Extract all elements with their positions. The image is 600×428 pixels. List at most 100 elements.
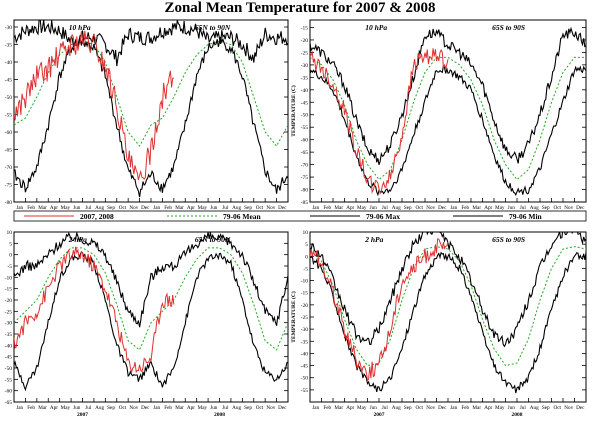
- chart-panel-3: -65-60-55-50-45-40-35-30-25-20-15-10-505…: [0, 230, 289, 418]
- x-tick-label: May: [495, 205, 505, 211]
- y-tick-label: -50: [5, 366, 13, 372]
- legend-label: 2007, 2008: [80, 212, 114, 221]
- chart-panel-2: -85 -80 -75 -70 -65 -60 -55 -50 -45 -40 -35 -30 -25 -…: [290, 19, 587, 218]
- x-tick-label: Feb: [461, 205, 469, 211]
- y-tick-label: -15: [5, 287, 13, 293]
- legend-label: 79-06 Min: [509, 212, 543, 221]
- y-tick-label: -40: [301, 351, 309, 357]
- legend-label: 79-06 Max: [366, 212, 400, 221]
- series-line-79-06-max: [310, 232, 586, 348]
- x-tick-label: Nov: [564, 205, 573, 211]
- x-tick-label: Jan: [450, 205, 457, 211]
- y-tick-label: -45: [301, 100, 309, 106]
- x-tick-label: May: [357, 405, 367, 411]
- y-tick-label: -65: [5, 148, 13, 154]
- x-tick-label: Apr: [50, 205, 58, 211]
- x-tick-label: Apr: [346, 405, 354, 411]
- figure-title: Zonal Mean Temperature for 2007 & 2008: [164, 0, 435, 16]
- y-tick-label: -30: [5, 25, 13, 31]
- x-tick-label: Jul: [520, 205, 527, 211]
- x-tick-label: Apr: [484, 205, 492, 211]
- x-tick-label: Oct: [119, 405, 127, 411]
- x-tick-label: Mar: [472, 205, 481, 211]
- year-label: 2007: [77, 412, 88, 418]
- series-line-79-06-max: [14, 20, 288, 67]
- series-line-79-06-mean: [310, 56, 586, 181]
- year-label: 2008: [512, 412, 523, 418]
- x-tick-label: Aug: [530, 405, 539, 411]
- y-axis-label: TEMPERATURE (C): [290, 85, 297, 137]
- y-tick-label: -60: [5, 389, 13, 395]
- x-tick-label: Feb: [323, 205, 331, 211]
- x-tick-label: May: [198, 405, 208, 411]
- x-tick-label: Oct: [416, 205, 424, 211]
- x-tick-label: Jun: [370, 405, 378, 411]
- x-tick-label: Dec: [278, 205, 287, 211]
- x-tick-label: Sep: [542, 405, 550, 411]
- y-tick-label: 0: [9, 253, 12, 259]
- x-tick-label: Aug: [232, 205, 241, 211]
- x-tick-label: Sep: [107, 405, 115, 411]
- x-tick-label: Jul: [382, 205, 389, 211]
- x-tick-label: Oct: [554, 205, 562, 211]
- x-tick-label: Jul: [85, 205, 92, 211]
- legend-box: [13, 210, 587, 222]
- x-tick-label: Mar: [334, 205, 343, 211]
- x-tick-label: Apr: [187, 405, 195, 411]
- x-tick-label: Jan: [153, 205, 160, 211]
- series-line-79-06-mean: [310, 246, 586, 367]
- x-tick-label: Jun: [73, 405, 81, 411]
- series-line-79-06-min: [310, 251, 586, 394]
- series-line-2007-2008: [310, 48, 449, 195]
- y-tick-label: -60: [301, 138, 309, 144]
- y-axis-label: TEMPERATURE (C): [290, 291, 297, 343]
- y-tick-label: -40: [5, 343, 13, 349]
- x-tick-label: Aug: [392, 205, 401, 211]
- y-tick-label: -45: [5, 78, 13, 84]
- y-tick-label: -45: [5, 355, 13, 361]
- y-tick-label: 0: [305, 254, 308, 260]
- x-tick-label: Dec: [278, 405, 287, 411]
- x-tick-label: Mar: [334, 405, 343, 411]
- y-tick-label: -35: [301, 75, 309, 81]
- x-tick-label: Jun: [370, 205, 378, 211]
- x-tick-label: Jun: [73, 205, 81, 211]
- x-tick-label: Mar: [175, 405, 184, 411]
- y-tick-label: -5: [303, 266, 308, 272]
- x-tick-label: Mar: [38, 205, 47, 211]
- plot-frame: [13, 231, 289, 403]
- x-tick-label: Aug: [232, 405, 241, 411]
- x-tick-label: Jul: [85, 405, 92, 411]
- y-tick-label: -40: [5, 60, 13, 66]
- x-tick-label: Sep: [107, 205, 115, 211]
- x-tick-label: Jun: [210, 405, 218, 411]
- x-tick-label: Feb: [164, 405, 172, 411]
- y-tick-label: -30: [301, 327, 309, 333]
- x-tick-label: Feb: [323, 405, 331, 411]
- y-tick-label: -70: [301, 163, 309, 169]
- x-tick-label: May: [495, 405, 505, 411]
- y-tick-label: -60: [5, 130, 13, 136]
- y-tick-label: 10: [303, 230, 309, 236]
- x-tick-label: Dec: [438, 405, 447, 411]
- region-label: 65S to 90S: [492, 23, 525, 32]
- x-tick-label: Dec: [141, 205, 150, 211]
- x-tick-label: Nov: [129, 205, 138, 211]
- region-label: 65N to 90N: [195, 235, 231, 244]
- x-tick-label: May: [198, 205, 208, 211]
- y-tick-label: -15: [301, 291, 309, 297]
- y-tick-label: -65: [301, 150, 309, 156]
- x-tick-label: Mar: [175, 205, 184, 211]
- y-axis-label: TEMPERATURE (C): [0, 291, 1, 343]
- y-tick-label: -75: [301, 175, 309, 181]
- y-tick-label: -35: [301, 339, 309, 345]
- x-tick-label: Sep: [404, 205, 412, 211]
- y-tick-label: -25: [301, 50, 309, 56]
- series-line-79-06-min: [14, 36, 288, 198]
- y-tick-label: -15: [301, 25, 309, 31]
- x-tick-label: Oct: [256, 205, 264, 211]
- y-tick-label: -10: [5, 275, 13, 281]
- x-tick-label: Jan: [16, 205, 23, 211]
- x-tick-label: Jan: [153, 405, 160, 411]
